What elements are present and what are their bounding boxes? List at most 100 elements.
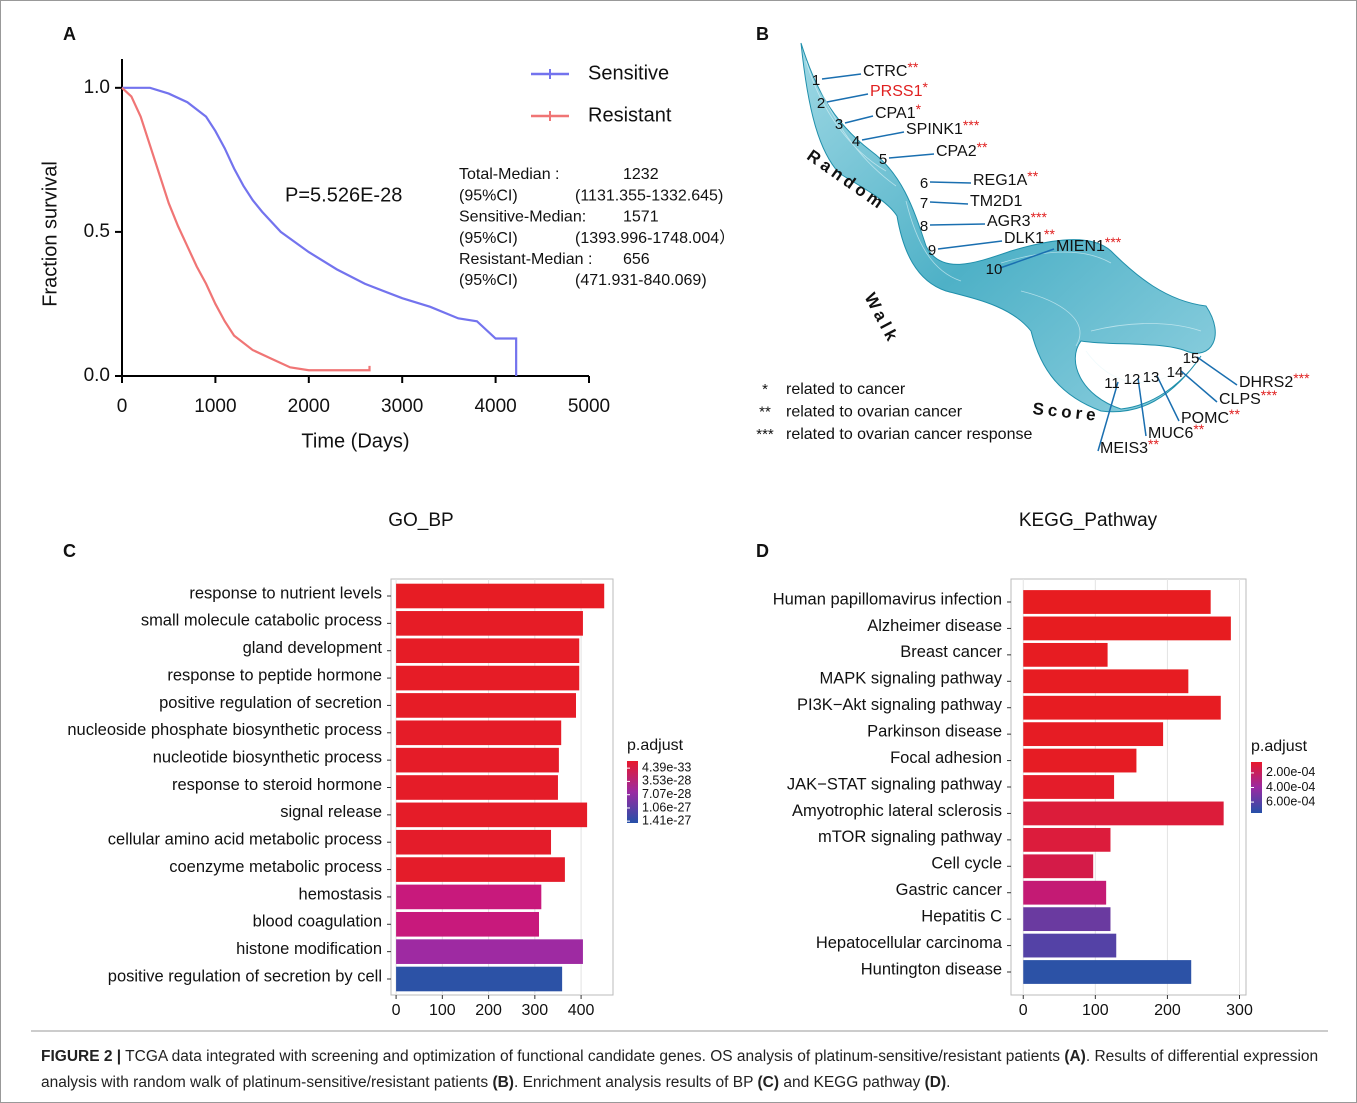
gene-rank: 4: [852, 133, 860, 150]
colorbar-tick-label: 7.07e-28: [642, 787, 691, 801]
category-label: Huntington disease: [861, 960, 1002, 978]
gene-connector: [1180, 370, 1218, 403]
gene-label: CPA2**: [936, 139, 988, 161]
bar: [396, 857, 565, 882]
x-tick-label: 100: [429, 1002, 456, 1019]
category-label: Breast cancer: [900, 643, 1002, 661]
category-label: positive regulation of secretion by cell: [108, 967, 382, 985]
bar: [396, 966, 563, 992]
x-tick-label: 0: [392, 1002, 401, 1019]
gene-connector: [888, 153, 935, 159]
caption-text: TCGA data integrated with screening and …: [121, 1048, 1065, 1065]
gene-connector: [999, 248, 1055, 269]
colorbar-title: p.adjust: [1251, 738, 1308, 755]
gene-name: TM2D1: [970, 193, 1023, 210]
category-label: histone modification: [236, 940, 382, 958]
category-label: Gastric cancer: [896, 881, 1003, 899]
category-label: Human papillomavirus infection: [773, 590, 1002, 608]
gene-rank: 11: [1104, 375, 1120, 392]
gene-name: MEIS3: [1100, 440, 1148, 457]
chart-title: GO_BP: [388, 510, 453, 531]
gene-rank: 15: [1183, 350, 1200, 367]
y-tick-label: 0.0: [84, 365, 110, 386]
gene-name: CPA1: [875, 105, 916, 122]
caption-bold: (B): [492, 1074, 514, 1091]
category-label: coenzyme metabolic process: [169, 858, 382, 876]
gene-rank: 12: [1124, 371, 1141, 388]
bar: [1023, 669, 1189, 694]
gene-stars: **: [1148, 436, 1159, 452]
gene-stars: **: [1027, 168, 1038, 184]
gene-name: CPA2: [936, 143, 977, 160]
stats-label: Resistant-Median :: [459, 251, 592, 268]
bar: [396, 583, 605, 609]
panel-letter: A: [63, 24, 76, 44]
caption-text: .: [946, 1074, 951, 1091]
category-label: Parkinson disease: [867, 723, 1002, 741]
caption-bold: (C): [757, 1074, 780, 1091]
stats-value: (1393.996-1748.004）: [575, 229, 735, 247]
stats-label: (95%CI): [459, 187, 518, 204]
p-value-annotation: P=5.526E-28: [285, 184, 402, 206]
category-label: mTOR signaling pathway: [818, 828, 1003, 846]
x-tick-label: 0: [1019, 1002, 1028, 1019]
category-label: MAPK signaling pathway: [819, 670, 1002, 688]
category-label: nucleotide biosynthetic process: [153, 749, 382, 767]
gene-stars: **: [1193, 421, 1204, 437]
bar: [1023, 695, 1221, 720]
gene-stars: **: [1229, 406, 1240, 422]
gene-name: MUC6: [1148, 425, 1193, 442]
category-label: Cell cycle: [931, 855, 1002, 873]
colorbar-title: p.adjust: [627, 737, 684, 754]
bar: [396, 802, 588, 828]
gene-rank: 10: [986, 261, 1003, 278]
bar: [396, 611, 583, 636]
bar: [396, 829, 552, 855]
category-label: small molecule catabolic process: [141, 612, 382, 630]
panel-letter: C: [63, 541, 76, 561]
chart-title: KEGG_Pathway: [1019, 510, 1158, 531]
legend-label: Sensitive: [588, 62, 669, 84]
x-tick-label: 100: [1082, 1002, 1109, 1019]
gene-connector: [1137, 377, 1147, 437]
panel-letter: D: [756, 541, 769, 561]
gene-label: CPA1*: [875, 101, 922, 123]
gene-connector: [1156, 375, 1180, 422]
caption-text: . Enrichment analysis results of BP: [513, 1074, 758, 1091]
category-label: JAK−STAT signaling pathway: [787, 775, 1003, 793]
bar: [1023, 748, 1137, 773]
colorbar-tick-label: 4.00e-04: [1266, 780, 1315, 794]
gene-label: CLPS***: [1219, 387, 1278, 409]
stats-label: (95%CI): [459, 230, 518, 247]
category-label: response to steroid hormone: [172, 776, 382, 794]
survival-curve: [121, 87, 371, 372]
colorbar-tick-label: 4.39e-33: [642, 760, 691, 774]
bar: [396, 720, 562, 746]
stats-label: Sensitive-Median:: [459, 209, 586, 226]
category-label: Hepatocellular carcinoma: [816, 934, 1003, 952]
axis-word: Walk: [861, 290, 904, 348]
bar: [1023, 907, 1111, 932]
category-label: response to peptide hormone: [167, 666, 382, 684]
category-label: Amyotrophic lateral sclerosis: [792, 802, 1002, 820]
bar: [1023, 854, 1094, 879]
gene-stars: ***: [1105, 234, 1122, 250]
gene-connector: [826, 93, 869, 103]
category-label: PI3K−Akt signaling pathway: [797, 696, 1003, 714]
gene-rank: 9: [928, 242, 936, 259]
gene-stars: **: [1044, 226, 1055, 242]
gene-connector: [929, 181, 972, 184]
category-label: gland development: [243, 639, 383, 657]
gene-label: TM2D1: [970, 193, 1023, 210]
caption-text: . Results of differential expression ana…: [41, 1048, 1319, 1091]
gene-connector: [929, 201, 969, 205]
gene-stars: *: [922, 79, 928, 95]
bar: [1023, 722, 1164, 747]
gene-name: POMC: [1181, 410, 1229, 427]
star-meaning: related to cancer: [786, 381, 906, 398]
x-tick-label: 300: [521, 1002, 548, 1019]
category-label: blood coagulation: [253, 913, 382, 931]
gene-name: REG1A: [973, 172, 1028, 189]
gene-label: MIEN1***: [1056, 234, 1122, 256]
